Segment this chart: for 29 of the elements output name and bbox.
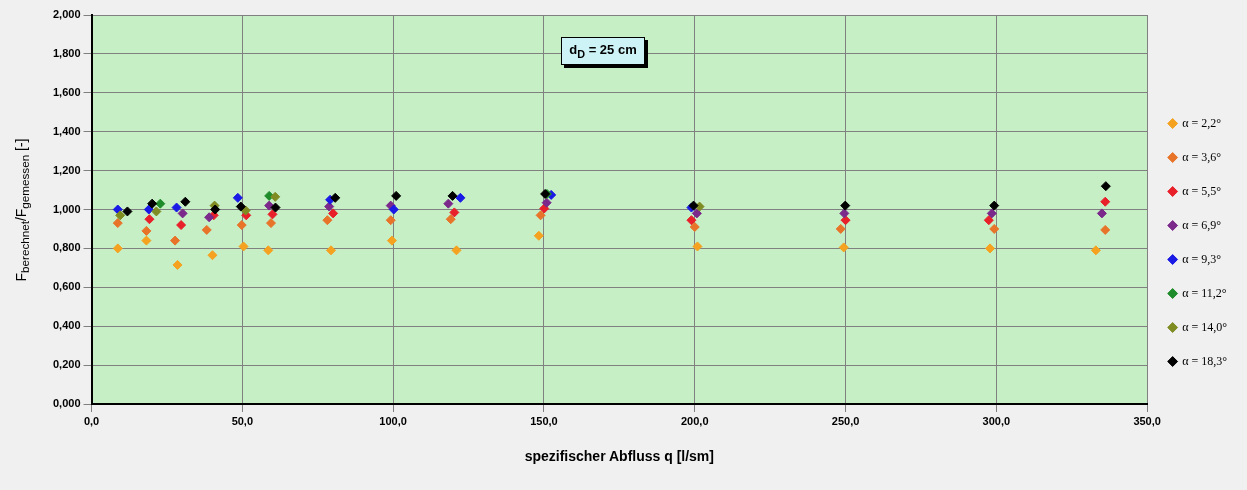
legend-label: α = 3,6° — [1182, 149, 1222, 164]
x-tick-label: 350,0 — [1133, 414, 1161, 427]
legend-label: α = 5,5° — [1182, 183, 1222, 198]
y-tick-label: 1,800 — [53, 46, 81, 59]
x-axis-title: spezifischer Abfluss q [l/sm] — [524, 448, 714, 465]
y-tick-label: 1,400 — [53, 124, 81, 137]
legend-label: α = 6,9° — [1182, 217, 1222, 232]
y-tick-label: 0,400 — [53, 319, 81, 332]
y-tick-label: 0,200 — [53, 358, 81, 371]
annotation: d$_{D}$ = 25 cm — [561, 37, 645, 65]
x-tick-label: 0,0 — [83, 414, 100, 427]
x-tick-label: 250,0 — [831, 414, 860, 427]
legend-label: α = 2,2° — [1182, 115, 1222, 130]
y-tick-label: 1,200 — [53, 163, 81, 176]
y-tick-label: 1,000 — [53, 202, 81, 215]
legend-label: α = 9,3° — [1182, 251, 1222, 266]
x-tick-label: 50,0 — [231, 414, 254, 427]
x-tick-label: 150,0 — [530, 414, 558, 427]
legend-label: α = 14,0° — [1182, 319, 1228, 334]
y-tick-label: 0,600 — [53, 280, 81, 293]
x-tick-label: 300,0 — [982, 414, 1011, 427]
x-tick-label: 200,0 — [680, 414, 709, 427]
legend-label: α = 11,2° — [1182, 285, 1227, 300]
x-tick-label: 100,0 — [379, 414, 407, 427]
y-tick-label: 2,000 — [53, 8, 81, 21]
legend-label: α = 18,3° — [1182, 353, 1228, 368]
y-tick-label: 0,000 — [53, 397, 81, 410]
y-tick-label: 0,800 — [53, 241, 81, 254]
y-tick-label: 1,600 — [53, 85, 81, 98]
